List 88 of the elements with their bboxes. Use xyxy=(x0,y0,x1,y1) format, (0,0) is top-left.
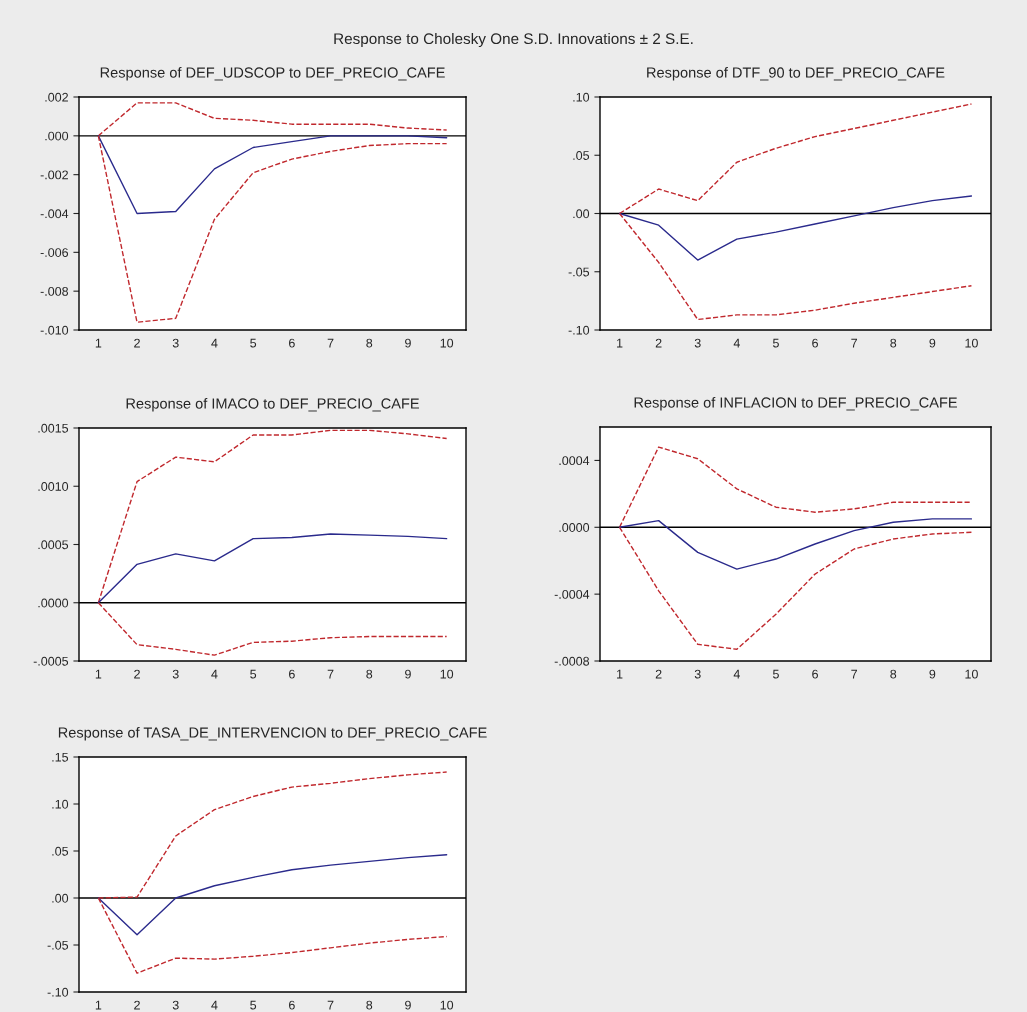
y-tick-label: -.05 xyxy=(47,940,69,950)
x-tick-label: 8 xyxy=(366,669,373,679)
x-tick-label: 8 xyxy=(366,1000,373,1010)
x-tick-label: 8 xyxy=(366,338,373,348)
x-tick-label: 6 xyxy=(289,1000,295,1010)
line-series xyxy=(97,135,448,215)
x-tick-label: 3 xyxy=(172,1000,179,1010)
y-tick-label: -.10 xyxy=(47,987,69,997)
x-tick-label: 5 xyxy=(250,1000,257,1010)
x-tick-label: 6 xyxy=(289,338,295,348)
x-tick-label: 2 xyxy=(655,669,662,679)
x-tick-label: 5 xyxy=(250,338,257,348)
y-tick-label: .10 xyxy=(52,799,69,809)
x-tick-label: 9 xyxy=(929,338,936,348)
y-tick-label: .05 xyxy=(52,846,69,856)
x-tick-label: 10 xyxy=(440,1000,454,1010)
x-tick-label: 4 xyxy=(211,669,218,679)
x-tick-label: 7 xyxy=(327,338,334,348)
chart-title: Response of INFLACION to DEF_PRECIO_CAFE xyxy=(634,397,957,411)
y-tick-label: .0015 xyxy=(38,423,69,433)
x-tick-label: 4 xyxy=(733,669,740,679)
x-tick-label: 9 xyxy=(405,338,411,348)
y-tick-label: -.10 xyxy=(568,325,590,335)
x-tick-label: 1 xyxy=(617,338,623,348)
x-tick-label: 3 xyxy=(694,669,701,679)
y-tick-label: -.006 xyxy=(40,248,69,257)
x-tick-label: 4 xyxy=(211,338,218,348)
chart-title: Response of TASA_DE_INTERVENCION to DEF_PRECIO_CAFE xyxy=(58,727,487,741)
x-tick-label: 10 xyxy=(965,669,978,679)
y-tick-label: -.010 xyxy=(40,325,69,335)
x-tick-label: 3 xyxy=(172,669,179,679)
x-tick-label: 8 xyxy=(890,669,897,679)
chart-title: Response of IMACO to DEF_PRECIO_CAFE xyxy=(126,398,419,412)
y-tick-label: -.0008 xyxy=(554,656,590,666)
y-tick-label: -.002 xyxy=(40,170,68,180)
x-tick-label: 7 xyxy=(851,669,857,679)
x-tick-label: 2 xyxy=(134,338,140,348)
x-tick-label: 9 xyxy=(405,1000,411,1010)
x-tick-label: 8 xyxy=(890,338,897,348)
y-tick-label: .0004 xyxy=(559,456,590,466)
y-tick-label: .0005 xyxy=(38,540,69,550)
x-tick-label: 1 xyxy=(95,669,102,679)
x-tick-label: 10 xyxy=(440,669,454,679)
y-tick-label: .00 xyxy=(52,893,69,903)
x-tick-label: 3 xyxy=(172,338,179,348)
x-tick-label: 2 xyxy=(134,669,140,679)
x-tick-label: 6 xyxy=(812,669,818,679)
y-tick-label: -.008 xyxy=(40,286,69,296)
y-tick-label: .002 xyxy=(45,92,68,102)
x-tick-label: 10 xyxy=(440,338,454,348)
x-tick-label: 9 xyxy=(405,669,411,679)
y-tick-label: .000 xyxy=(45,131,69,141)
x-tick-label: 6 xyxy=(289,669,295,679)
x-tick-label: 5 xyxy=(772,338,779,348)
x-tick-label: 4 xyxy=(733,338,740,348)
x-tick-label: 2 xyxy=(655,338,662,348)
x-tick-label: 1 xyxy=(95,338,102,348)
line-series xyxy=(618,195,973,261)
y-tick-label: .0010 xyxy=(38,482,69,491)
x-tick-label: 7 xyxy=(327,1000,334,1010)
line-series xyxy=(618,518,973,570)
y-tick-label: -.05 xyxy=(568,267,590,277)
y-tick-label: -.0005 xyxy=(33,656,69,666)
line-series xyxy=(97,854,448,936)
x-tick-label: 1 xyxy=(95,1000,102,1010)
text: Response to Cholesky One S.D. Innovations ± 2 S.E. xyxy=(334,32,693,48)
x-tick-label: 4 xyxy=(211,1000,218,1010)
y-tick-label: .00 xyxy=(573,209,590,219)
y-tick-label: -.004 xyxy=(40,209,69,219)
line-series xyxy=(97,533,448,604)
x-tick-label: 2 xyxy=(134,1000,140,1010)
y-tick-label: .15 xyxy=(52,752,69,762)
y-tick-label: .0000 xyxy=(38,598,69,608)
chart-title: Response of DTF_90 to DEF_PRECIO_CAFE xyxy=(647,67,945,81)
x-tick-label: 6 xyxy=(812,338,818,348)
x-tick-label: 10 xyxy=(965,338,978,348)
y-tick-label: -.0004 xyxy=(554,589,590,599)
y-tick-label: .05 xyxy=(573,151,590,160)
x-tick-label: 1 xyxy=(617,669,623,679)
x-tick-label: 3 xyxy=(694,338,701,348)
x-tick-label: 5 xyxy=(250,669,257,679)
x-tick-label: 5 xyxy=(772,669,779,679)
x-tick-label: 7 xyxy=(851,338,857,348)
y-tick-label: .10 xyxy=(573,92,590,102)
y-tick-label: .0000 xyxy=(559,523,590,532)
x-tick-label: 7 xyxy=(327,669,334,679)
x-tick-label: 9 xyxy=(929,669,936,679)
chart-title: Response of DEF_UDSCOP to DEF_PRECIO_CAFE xyxy=(100,67,445,81)
